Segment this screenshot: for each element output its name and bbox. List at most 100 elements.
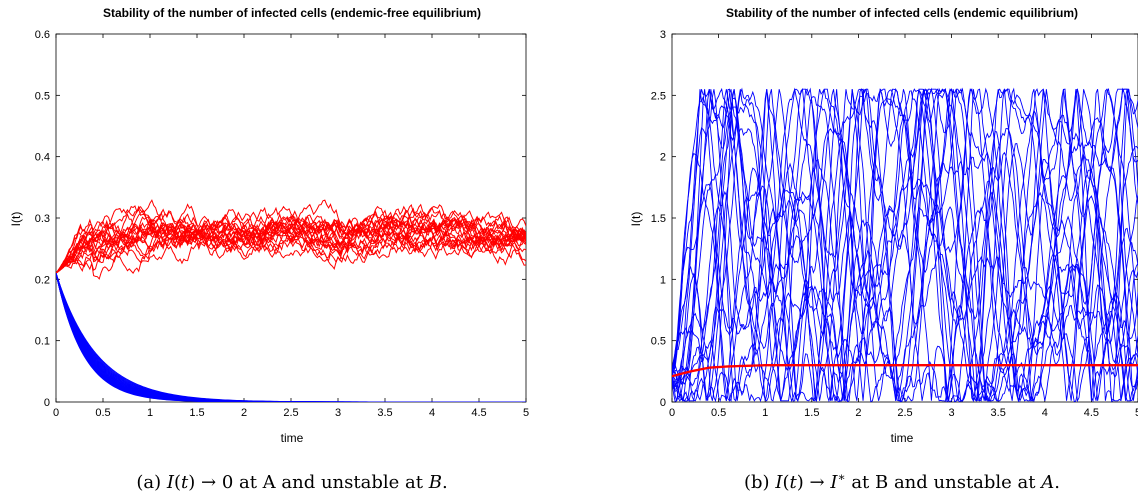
caption-a-B: B xyxy=(428,472,442,493)
x-tick-label-a: 2 xyxy=(241,407,247,419)
caption-b-Istar: I xyxy=(829,472,838,493)
series-line-blue xyxy=(672,109,1138,402)
caption-a-mid: at A and unstable at xyxy=(233,472,428,493)
series-line-red xyxy=(56,203,526,274)
series-line-blue xyxy=(672,88,1138,402)
y-tick-label-a: 0.2 xyxy=(35,274,50,286)
y-tick-label-a: 0.3 xyxy=(35,213,50,225)
caption-a-paren-close: ) xyxy=(188,472,195,493)
x-tick-label-a: 5 xyxy=(523,407,529,419)
series-line-blue xyxy=(672,87,1138,402)
series-line-red xyxy=(56,205,526,274)
y-axis-label-b: I(t) xyxy=(629,212,643,227)
series-line-blue xyxy=(672,87,1138,402)
series-line-blue xyxy=(672,87,1138,402)
plot-area-b: 0 0.5 1 1.5 2 2.5 3 3.5 4 4.5 5 0 0.5 1 1.5 2 2.5 3 xyxy=(651,29,1138,419)
x-tick-label-a: 1.5 xyxy=(189,407,204,419)
x-tick-label-b: 3.5 xyxy=(991,407,1006,419)
chart-panel-b: Stability of the number of infected cell… xyxy=(629,6,1138,493)
x-tick-label-a: 4.5 xyxy=(471,407,486,419)
series-lines-a xyxy=(56,199,526,402)
y-tick-label-b: 0.5 xyxy=(651,336,666,348)
y-tick-label-a: 0 xyxy=(44,397,50,409)
caption-a: (a) I(t) → 0 at A and unstable at B. xyxy=(136,472,447,493)
series-line-blue xyxy=(672,89,1138,402)
caption-a-end: . xyxy=(442,472,448,493)
caption-b-label: (b) xyxy=(744,472,770,493)
caption-a-label: (a) xyxy=(136,472,161,493)
caption-a-zero: 0 xyxy=(222,472,233,493)
series-line-red xyxy=(56,204,526,274)
x-tick-label-a: 0.5 xyxy=(95,407,110,419)
series-line-blue xyxy=(672,87,1138,402)
x-tick-label-b: 0.5 xyxy=(711,407,726,419)
series-line-red xyxy=(56,218,526,274)
caption-b-I: I xyxy=(774,472,783,493)
x-tick-label-b: 4.5 xyxy=(1084,407,1099,419)
y-tick-label-a: 0.1 xyxy=(35,336,50,348)
series-line-red xyxy=(672,364,1138,377)
y-tick-label-b: 3 xyxy=(660,29,666,41)
caption-b-t: t xyxy=(789,472,797,493)
y-tick-label-b: 2.5 xyxy=(651,90,666,102)
series-line-blue xyxy=(672,87,1138,402)
x-tick-label-b: 4 xyxy=(1042,407,1048,419)
plot-area-a: 0 0.5 1 1.5 2 2.5 3 3.5 4 4.5 5 0 0.1 0.2 0.3 0.4 0.5 0.6 xyxy=(35,29,529,419)
x-axis-label-a: time xyxy=(281,431,304,445)
x-tick-label-b: 1 xyxy=(762,407,768,419)
series-line-red xyxy=(56,203,526,274)
x-tick-label-b: 3 xyxy=(949,407,955,419)
series-line-blue xyxy=(672,87,1138,402)
caption-b-arrow: → xyxy=(809,472,824,493)
series-line-red xyxy=(56,205,526,274)
series-line-blue xyxy=(56,273,526,402)
y-tick-label-b: 1 xyxy=(660,274,666,286)
y-tick-label-b: 2 xyxy=(660,152,666,164)
x-tick-label-a: 3 xyxy=(335,407,341,419)
caption-b-A: A xyxy=(1039,472,1054,493)
series-line-red xyxy=(56,217,526,274)
x-tick-label-a: 4 xyxy=(429,407,435,419)
caption-a-I: I xyxy=(166,472,175,493)
chart-panel-a: Stability of the number of infected cell… xyxy=(9,6,529,493)
x-axis-label-b: time xyxy=(891,431,914,445)
x-tick-label-b: 5 xyxy=(1135,407,1138,419)
y-tick-label-a: 0.4 xyxy=(35,152,50,164)
series-line-red xyxy=(56,215,526,274)
x-tick-label-a: 3.5 xyxy=(377,407,392,419)
series-line-red xyxy=(56,207,526,274)
series-line-blue xyxy=(672,89,1138,402)
caption-b-paren-close: ) xyxy=(797,472,804,493)
y-axis-label-a: I(t) xyxy=(9,212,23,227)
series-line-blue xyxy=(672,88,1138,402)
series-line-blue xyxy=(672,89,1138,402)
x-tick-label-b: 0 xyxy=(669,407,675,419)
x-tick-label-b: 1.5 xyxy=(804,407,819,419)
chart-title-a: Stability of the number of infected cell… xyxy=(103,6,481,20)
y-tick-label-a: 0.5 xyxy=(35,90,50,102)
y-tick-label-b: 1.5 xyxy=(651,213,666,225)
x-tick-label-b: 2 xyxy=(855,407,861,419)
caption-b-paren-open: ( xyxy=(782,472,789,493)
series-line-blue xyxy=(672,88,1138,402)
caption-a-arrow: → xyxy=(201,472,216,493)
x-tick-label-a: 2.5 xyxy=(283,407,298,419)
series-line-blue xyxy=(672,87,1138,402)
series-line-red xyxy=(56,216,526,274)
series-line-red xyxy=(56,199,526,274)
x-tick-label-b: 2.5 xyxy=(897,407,912,419)
x-tick-label-a: 0 xyxy=(53,407,59,419)
series-line-blue xyxy=(56,273,526,402)
caption-b-end: . xyxy=(1054,472,1060,493)
caption-a-paren-open: ( xyxy=(174,472,181,493)
x-tick-label-a: 1 xyxy=(147,407,153,419)
y-tick-label-b: 0 xyxy=(660,397,666,409)
chart-title-b: Stability of the number of infected cell… xyxy=(726,6,1078,20)
series-lines-b xyxy=(672,87,1138,402)
caption-b-mid: at B and unstable at xyxy=(846,472,1042,493)
caption-a-t: t xyxy=(181,472,189,493)
y-tick-label-a: 0.6 xyxy=(35,29,50,41)
caption-b-star: ∗ xyxy=(837,470,845,484)
caption-b: (b) I(t) → I∗ at B and unstable at A. xyxy=(744,470,1060,493)
